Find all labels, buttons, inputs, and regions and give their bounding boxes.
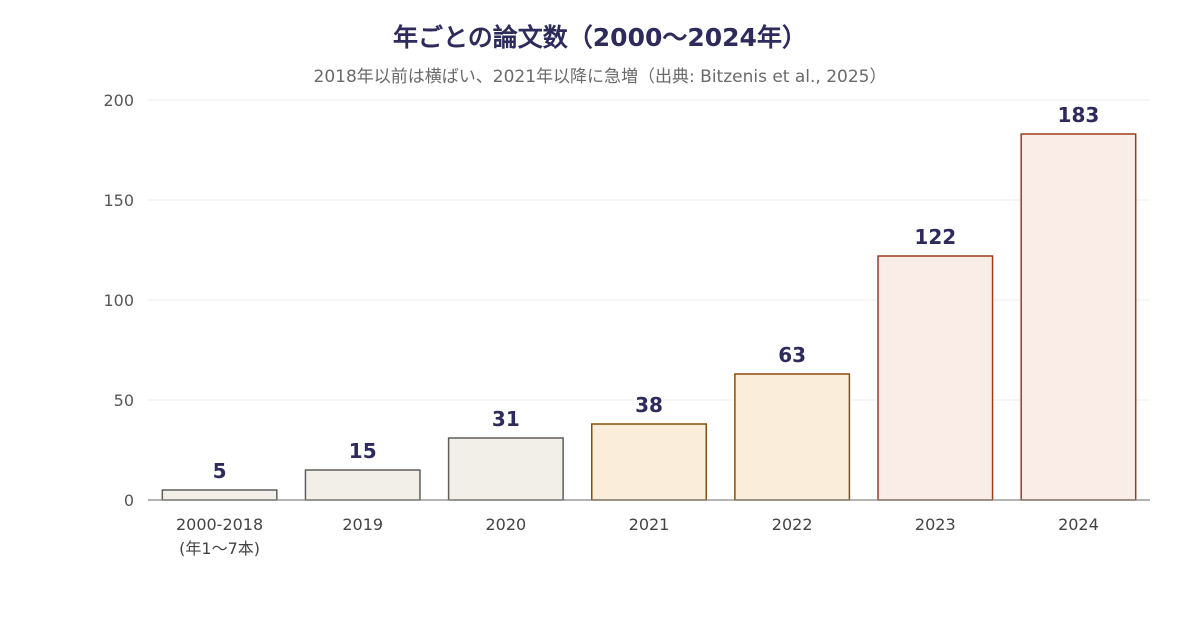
y-tick-label: 100 — [103, 291, 134, 310]
x-tick-label: (年1〜7本) — [179, 539, 260, 558]
bar — [304, 469, 421, 501]
x-tick-label: 2024 — [1058, 515, 1099, 534]
bar — [734, 373, 851, 501]
y-tick-label: 150 — [103, 191, 134, 210]
data-label: 38 — [635, 393, 663, 417]
x-tick-label: 2022 — [772, 515, 813, 534]
y-tick-label: 0 — [124, 491, 134, 510]
chart-title: 年ごとの論文数（2000〜2024年） — [393, 23, 807, 52]
bar — [877, 255, 994, 501]
y-tick-label: 50 — [114, 391, 134, 410]
data-label: 5 — [213, 459, 227, 483]
bar — [161, 489, 278, 501]
x-tick-label: 2021 — [629, 515, 670, 534]
bar — [590, 423, 708, 501]
data-label: 15 — [349, 439, 377, 463]
data-label: 63 — [778, 343, 806, 367]
x-tick-label: 2020 — [485, 515, 526, 534]
data-label: 122 — [914, 225, 956, 249]
bar — [1020, 133, 1137, 501]
x-tick-label: 2023 — [915, 515, 956, 534]
x-tick-label: 2019 — [342, 515, 383, 534]
chart-subtitle: 2018年以前は横ばい、2021年以降に急増（出典: Bitzenis et a… — [313, 67, 887, 87]
y-tick-label: 200 — [103, 91, 134, 110]
data-label: 183 — [1058, 103, 1100, 127]
x-tick-label: 2000-2018 — [176, 515, 263, 534]
bar — [447, 437, 564, 501]
data-label: 31 — [492, 407, 520, 431]
